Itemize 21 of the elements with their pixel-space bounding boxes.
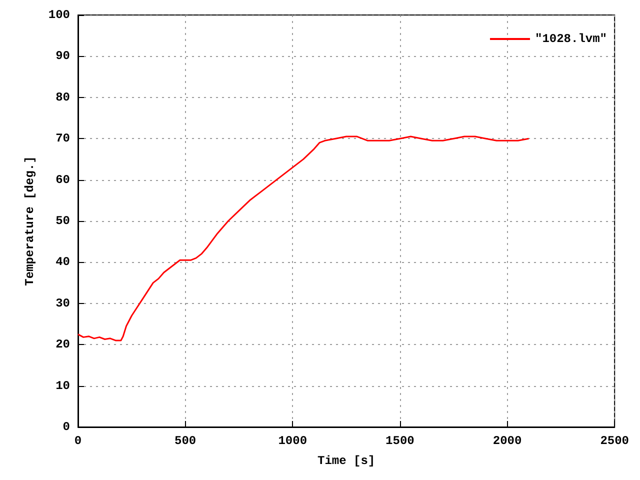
line-series [77,136,530,342]
y-tick-label: 100 [48,8,70,22]
y-tick-label: 10 [56,378,70,393]
x-tick-label: 0 [74,434,82,448]
y-tick-label: 20 [56,338,70,352]
x-axis-title: Time [s] [317,454,376,468]
x-tick-label: 2000 [492,434,522,448]
y-tick-label: 40 [56,255,70,270]
y-tick-label: 80 [56,90,70,104]
y-tick-label: 60 [56,172,70,187]
x-tick-label: 500 [174,434,196,448]
y-tick-label: 0 [62,420,70,434]
legend-label: "1028.lvm" [534,32,608,46]
y-tick-label: 30 [56,296,70,310]
y-tick-label: 50 [56,214,70,228]
y-tick-label: 70 [56,132,70,146]
x-tick-label: 2500 [600,434,630,448]
x-tick-label: 1500 [386,434,414,448]
y-axis-title: Temperature [deg.] [23,156,37,286]
x-tick-label: 1000 [278,434,308,448]
y-tick-label: 90 [56,49,70,64]
